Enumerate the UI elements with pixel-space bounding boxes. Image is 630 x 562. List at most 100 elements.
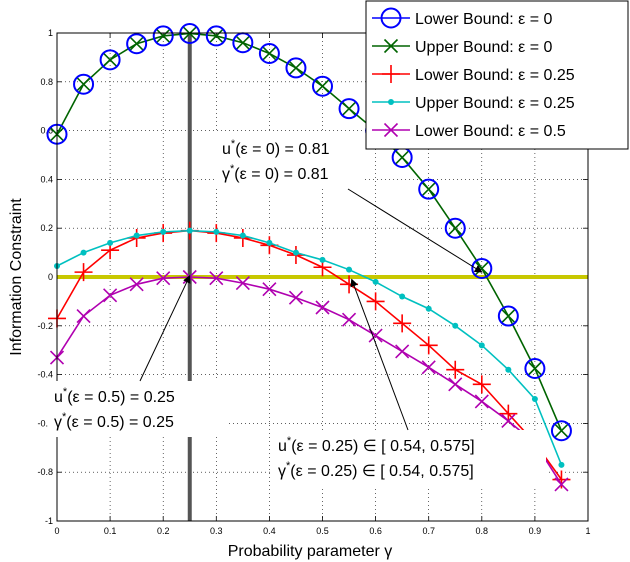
annotation-2-text: (ε = 0.5) = 0.25	[67, 389, 175, 406]
x-axis-label: Probability parameter γ	[228, 543, 393, 560]
series-line-lower-bound-eps-05	[56, 276, 563, 485]
legend-marker-lower-bound-eps-025	[382, 65, 400, 83]
y-tick-label: 1	[48, 28, 53, 38]
data-point-upper-bound-eps-025	[107, 239, 114, 246]
annotation-1-superscript: *	[230, 163, 235, 175]
legend-marker-lower-bound-eps-0	[380, 7, 402, 29]
data-point-lower-bound-eps-05	[262, 282, 277, 297]
data-point-upper-bound-eps-025	[239, 232, 246, 239]
data-point-lower-bound-eps-0	[418, 178, 440, 200]
annotation-1-symbol: γ	[222, 166, 230, 183]
annotation-2-superscript: *	[63, 386, 68, 398]
data-point-lower-bound-eps-025	[74, 263, 93, 282]
data-point-lower-bound-eps-05	[209, 271, 224, 286]
data-point-upper-bound-eps-0	[554, 423, 569, 438]
data-point-lower-bound-eps-025	[472, 375, 491, 394]
data-point-lower-bound-eps-0	[444, 217, 466, 239]
annotation-1-line-2: γ*(ε = 0) = 0.81	[222, 163, 329, 183]
data-point-lower-bound-eps-0	[550, 420, 572, 442]
annotation-3-text: (ε = 0.25) ∈ [ 0.54, 0.575]	[290, 463, 473, 480]
annotation-1-text: (ε = 0) = 0.81	[235, 141, 329, 158]
legend-label-lower-bound-eps-025: Lower Bound: ε = 0.25	[415, 67, 575, 84]
annotation-2-box	[48, 381, 226, 437]
data-point-lower-bound-eps-05	[76, 308, 91, 324]
annotation-2-line-2: γ*(ε = 0.5) = 0.25	[54, 411, 174, 431]
data-point-lower-bound-eps-0	[205, 25, 227, 47]
data-point-upper-bound-eps-0	[448, 221, 463, 236]
series-lower-bound-eps-05	[49, 269, 569, 492]
data-point-lower-bound-eps-0	[338, 98, 360, 120]
annotation-1-line-1: u*(ε = 0) = 0.81	[222, 138, 330, 158]
series-upper-bound-eps-025	[54, 227, 565, 468]
data-point-lower-bound-eps-05	[421, 360, 436, 375]
data-point-lower-bound-eps-05	[501, 413, 516, 429]
data-point-upper-bound-eps-0	[235, 35, 250, 50]
annotation-3-symbol: u	[278, 438, 287, 455]
data-point-lower-bound-eps-05	[395, 344, 410, 359]
data-point-lower-bound-eps-0	[73, 73, 95, 95]
data-point-upper-bound-eps-0	[103, 52, 118, 67]
data-point-lower-bound-eps-0	[312, 75, 333, 97]
data-point-lower-bound-eps-05	[103, 288, 118, 303]
legend-marker-upper-bound-eps-025	[388, 99, 394, 105]
x-tick-label: 0.5	[316, 526, 329, 536]
data-point-lower-bound-eps-05	[448, 377, 463, 392]
data-point-lower-bound-eps-0	[497, 305, 519, 327]
data-point-upper-bound-eps-025	[319, 256, 326, 263]
annotation-1-arrow	[347, 188, 483, 273]
x-tick-label: 0.6	[369, 526, 382, 536]
data-point-lower-bound-eps-025	[393, 314, 412, 333]
y-tick-label: 0.8	[40, 77, 53, 87]
data-point-upper-bound-eps-0	[262, 46, 277, 61]
data-point-lower-bound-eps-0	[152, 25, 174, 47]
y-tick-label: 0	[48, 272, 53, 282]
legend-label-upper-bound-eps-025: Upper Bound: ε = 0.25	[415, 95, 575, 112]
data-point-upper-bound-eps-025	[133, 232, 140, 239]
data-point-upper-bound-eps-0	[501, 308, 516, 324]
data-point-upper-bound-eps-025	[372, 278, 379, 285]
data-point-upper-bound-eps-0	[315, 79, 330, 94]
data-point-upper-bound-eps-025	[266, 239, 273, 246]
annotation-2-superscript: *	[62, 411, 67, 423]
data-point-upper-bound-eps-025	[80, 249, 87, 256]
data-point-upper-bound-eps-025	[425, 305, 432, 312]
x-tick-label: 0.2	[157, 526, 170, 536]
data-point-lower-bound-eps-05	[341, 312, 357, 327]
annotations: u*(ε = 0) = 0.81γ*(ε = 0) = 0.81u*(ε = 0…	[48, 133, 546, 486]
data-point-upper-bound-eps-0	[421, 182, 436, 197]
annotation-2-line-1: u*(ε = 0.5) = 0.25	[54, 386, 175, 406]
y-tick-label: -0.8	[37, 467, 53, 477]
legend-marker-lower-bound-eps-05	[383, 122, 399, 138]
annotation-2-symbol: u	[54, 389, 63, 406]
data-point-upper-bound-eps-025	[452, 322, 459, 329]
annotation-1-box	[216, 133, 362, 189]
data-point-upper-bound-eps-025	[346, 266, 353, 273]
data-point-upper-bound-eps-0	[527, 361, 542, 376]
data-point-lower-bound-eps-025	[446, 360, 465, 379]
annotation-3-line-1: u*(ε = 0.25) ∈ [ 0.54, 0.575]	[278, 435, 475, 455]
data-point-upper-bound-eps-025	[213, 228, 220, 235]
y-tick-label: 0.6	[40, 126, 53, 136]
y-axis-label: Information Constraint	[8, 198, 25, 356]
data-point-upper-bound-eps-025	[558, 461, 565, 468]
data-point-upper-bound-eps-025	[399, 293, 406, 300]
series-line-lower-bound-eps-025	[56, 229, 563, 480]
y-tick-label: 0.4	[40, 174, 53, 184]
data-point-lower-bound-eps-025	[366, 292, 385, 311]
y-tick-label: -1	[45, 516, 53, 526]
data-point-lower-bound-eps-05	[554, 477, 569, 492]
data-point-upper-bound-eps-0	[209, 28, 224, 43]
data-point-lower-bound-eps-05	[156, 271, 171, 286]
annotation-3-superscript: *	[287, 435, 292, 447]
legend-label-upper-bound-eps-0: Upper Bound: ε = 0	[415, 39, 553, 56]
x-tick-label: 0.9	[529, 526, 542, 536]
legend-box	[365, 0, 629, 150]
y-tick-label: -0.2	[37, 321, 53, 331]
annotation-3-arrow	[350, 278, 409, 431]
series-line-upper-bound-eps-025	[56, 229, 563, 466]
annotation-2-text: (ε = 0.5) = 0.25	[66, 414, 174, 431]
y-tick-label: -0.6	[37, 418, 53, 428]
data-point-lower-bound-eps-05	[474, 394, 489, 409]
data-point-upper-bound-eps-025	[292, 249, 299, 256]
data-point-upper-bound-eps-025	[186, 227, 193, 234]
